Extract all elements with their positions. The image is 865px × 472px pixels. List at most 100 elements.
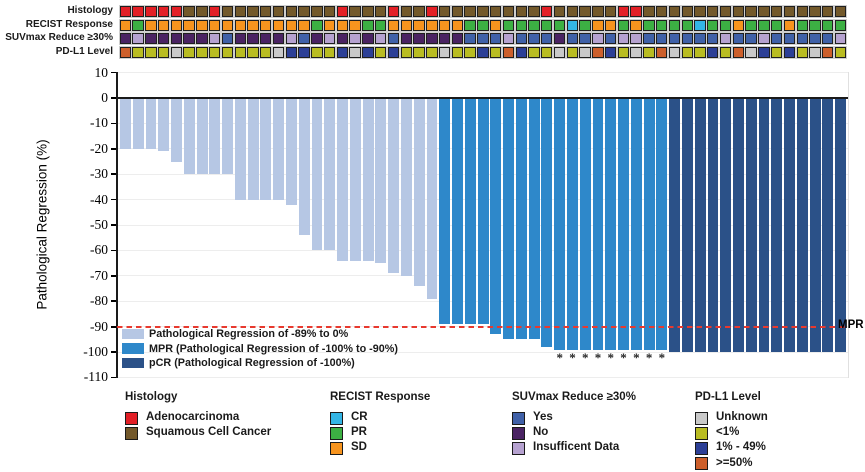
track-cell: [591, 31, 605, 46]
track-cell: [361, 31, 375, 46]
bottom-legend-label: <1%: [716, 426, 740, 439]
track-cell: [654, 4, 669, 19]
bottom-legend-swatch: [330, 441, 343, 455]
legend-label-regression: Pathological Regression of -89% to 0%: [149, 328, 349, 340]
track-cell: [782, 18, 797, 32]
track-cell: [591, 4, 605, 19]
track-cell: [527, 31, 541, 46]
track-cell: [463, 4, 477, 19]
waterfall-bar: [196, 98, 208, 175]
waterfall-bar: [733, 98, 744, 353]
track-cell: [808, 4, 822, 19]
track-cell: [718, 18, 733, 32]
track-cell: [399, 4, 414, 19]
track-cell: [821, 4, 835, 19]
track-cell: [144, 4, 158, 19]
waterfall-bar: [260, 98, 272, 200]
waterfall-bar: [183, 98, 195, 175]
waterfall-bar: [286, 98, 297, 205]
waterfall-bar: [209, 98, 221, 175]
track-cell: [667, 18, 682, 32]
track-cell: [642, 4, 656, 19]
track-cell: [322, 45, 337, 59]
track-cell: [156, 45, 171, 59]
waterfall-bar: [515, 98, 527, 340]
waterfall-bar: [528, 98, 540, 340]
waterfall-bar: [452, 98, 463, 325]
track-cell: [207, 45, 222, 59]
track-cell: [642, 31, 656, 46]
track-cell: [552, 18, 567, 32]
legend-label-mpr: MPR (Pathological Regression of -100% to…: [149, 342, 398, 355]
track-cell: [782, 31, 797, 46]
track-cell: [514, 18, 528, 32]
track-cell: [425, 18, 439, 32]
track-cell: [373, 45, 388, 59]
y-axis-tick-label: -90: [90, 318, 108, 334]
track-cell: [757, 18, 771, 32]
y-axis-tick: [110, 147, 116, 150]
track-cell: [399, 31, 414, 46]
track-cell: [220, 31, 235, 46]
track-cell: [259, 31, 273, 46]
bottom-legend-title: RECIST Response: [330, 391, 431, 403]
track-cell: [233, 45, 247, 59]
track-cell: [259, 4, 273, 19]
track-cell: [348, 45, 362, 59]
waterfall-bar: [758, 98, 770, 353]
bottom-legend-swatch: [695, 411, 708, 425]
waterfall-bar: [298, 98, 310, 236]
bottom-legend-title: SUVmax Reduce ≥30%: [512, 391, 636, 403]
track-cell: [693, 31, 707, 46]
track-cell: [514, 4, 528, 19]
asterisk-mark: *: [607, 350, 615, 365]
track-cell: [629, 18, 643, 32]
mpr-reference-line: [117, 325, 848, 328]
track-cell: [808, 31, 822, 46]
track-cell: [169, 18, 184, 32]
track-cell: [731, 18, 746, 32]
track-cell: [629, 4, 643, 19]
track-cell: [195, 31, 209, 46]
track-cell: [706, 45, 720, 59]
track-cell: [654, 45, 669, 59]
track-label-suvmax: SUVmax Reduce ≥30%: [5, 32, 113, 43]
track-cell: [297, 4, 311, 19]
track-cell: [642, 45, 656, 59]
track-cell: [565, 4, 580, 19]
bottom-legend-swatch: [125, 426, 138, 440]
track-cell: [450, 4, 465, 19]
y-axis-tick-label: -20: [90, 140, 108, 156]
y-axis-tick: [110, 71, 116, 74]
track-cell: [833, 31, 848, 46]
track-cell: [718, 4, 733, 19]
track-cell: [821, 45, 835, 59]
track-cell: [476, 18, 490, 32]
track-cell: [488, 18, 503, 32]
waterfall-bar: [132, 98, 144, 149]
track-cell: [603, 31, 618, 46]
track-cell: [795, 18, 809, 32]
track-cell: [795, 4, 809, 19]
track-cell: [565, 31, 580, 46]
track-cell: [578, 31, 592, 46]
asterisk-mark: *: [594, 350, 602, 365]
gridline: [117, 72, 848, 74]
track-cell: [808, 18, 822, 32]
track-cell: [335, 18, 350, 32]
legend-swatch-regression: [122, 328, 144, 340]
y-axis-tick-label: -30: [90, 166, 108, 182]
track-cell: [297, 31, 311, 46]
track-cell: [782, 4, 797, 19]
waterfall-bar: [835, 98, 847, 353]
track-cell: [144, 18, 158, 32]
track-cell: [680, 31, 694, 46]
bottom-legend-title: PD-L1 Level: [695, 391, 761, 403]
waterfall-bar: [745, 98, 757, 353]
y-axis-tick-label: -10: [90, 115, 108, 131]
waterfall-bar: [362, 98, 374, 261]
track-cell: [744, 4, 758, 19]
track-cell: [437, 18, 452, 32]
track-cell: [629, 45, 643, 59]
